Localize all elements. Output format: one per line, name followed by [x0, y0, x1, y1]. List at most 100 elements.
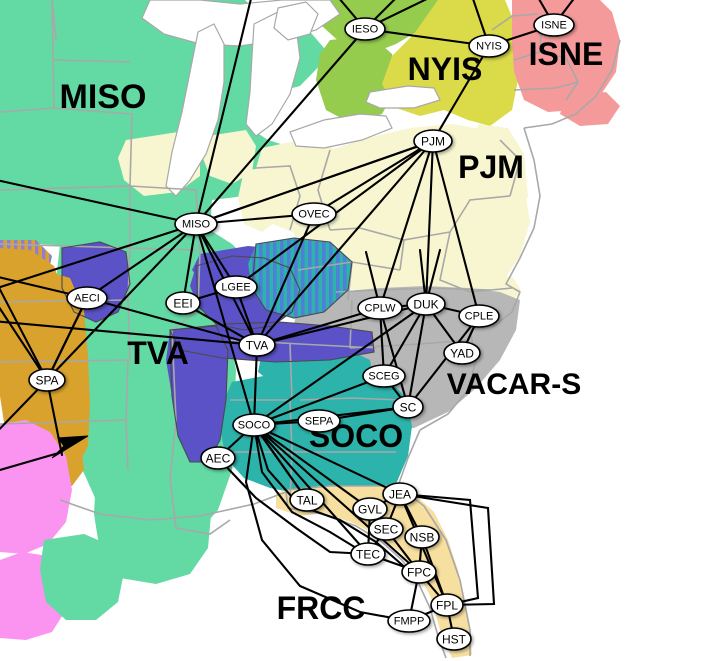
node-label-pjm: PJM — [421, 135, 445, 149]
tie-line-pjm-cplw — [378, 139, 435, 310]
region-name-labels: MISO NYIS ISNE PJM TVA VACAR-S SOCO FRCC — [60, 36, 604, 626]
node-label-fpl: FPL — [436, 599, 458, 613]
node-shape-spa[interactable] — [28, 368, 66, 392]
region-pjm-nj — [476, 124, 528, 236]
node-tva[interactable]: TVA — [238, 333, 276, 357]
node-aeci[interactable]: AECI — [66, 286, 108, 310]
lake-michigan — [165, 23, 225, 197]
node-yad[interactable]: YAD — [443, 341, 481, 365]
region-label-frcc: FRCC — [277, 590, 366, 626]
node-shape-gvl[interactable] — [352, 497, 388, 521]
node-shape-sc[interactable] — [392, 395, 424, 419]
node-shape-fpc[interactable] — [401, 560, 437, 584]
node-label-cple: CPLE — [465, 311, 494, 323]
node-shape-aec[interactable] — [200, 446, 236, 470]
node-tal[interactable]: TAL — [289, 488, 325, 512]
tie-line-pjm-ovec — [312, 139, 435, 216]
node-aec[interactable]: AEC — [200, 446, 236, 470]
node-label-ieso: IESO — [352, 24, 379, 36]
node-hst[interactable]: HST — [436, 627, 472, 651]
node-eei[interactable]: EEI — [165, 291, 201, 315]
node-shape-isne[interactable] — [533, 13, 575, 37]
node-shape-sceg[interactable] — [362, 364, 406, 388]
node-label-nyis: NYIS — [476, 41, 502, 53]
node-shape-tva[interactable] — [238, 333, 276, 357]
node-sepa[interactable]: SEPA — [297, 409, 341, 433]
node-label-nsb: NSB — [410, 531, 435, 545]
node-shape-pjm[interactable] — [413, 129, 453, 153]
tie-line-nyis-ieso — [363, 27, 491, 48]
node-fpl[interactable]: FPL — [430, 593, 464, 617]
node-spa[interactable]: SPA — [28, 368, 66, 392]
node-label-cplw: CPLW — [365, 303, 397, 315]
node-shape-lgee[interactable] — [214, 275, 258, 299]
tie-line-aeci-tva — [85, 296, 259, 347]
node-label-gvl: GVL — [358, 503, 382, 517]
node-pjm[interactable]: PJM — [413, 129, 453, 153]
node-shape-sec[interactable] — [368, 517, 404, 541]
node-fpc[interactable]: FPC — [401, 560, 437, 584]
node-label-tal: TAL — [296, 494, 317, 508]
region-label-tva: TVA — [127, 335, 189, 371]
node-shape-fmpp[interactable] — [387, 609, 431, 633]
tie-line-duk-soco — [252, 302, 428, 427]
region-label-isne: ISNE — [529, 36, 604, 72]
node-shape-miso[interactable] — [174, 212, 218, 236]
region-label-pjm: PJM — [458, 149, 524, 185]
node-shape-tec[interactable] — [350, 542, 386, 566]
tie-line-pjm-cple — [431, 139, 481, 318]
node-label-miso: MISO — [182, 219, 211, 231]
node-label-jea: JEA — [389, 488, 411, 502]
node-nsb[interactable]: NSB — [404, 525, 440, 549]
node-shape-nyis[interactable] — [468, 34, 510, 58]
node-label-lgee: LGEE — [221, 282, 250, 294]
node-shape-sepa[interactable] — [297, 409, 341, 433]
node-shape-ieso[interactable] — [344, 17, 386, 41]
node-shape-duk[interactable] — [406, 292, 446, 316]
node-shape-ovec[interactable] — [291, 202, 337, 226]
region-label-nyis: NYIS — [408, 51, 483, 87]
node-nyis[interactable]: NYIS — [468, 34, 510, 58]
node-sec[interactable]: SEC — [368, 517, 404, 541]
node-isne[interactable]: ISNE — [533, 13, 575, 37]
tie-line-duk-sc — [406, 302, 428, 409]
node-shape-fpl[interactable] — [430, 593, 464, 617]
node-soco[interactable]: SOCO — [232, 413, 276, 437]
node-duk[interactable]: DUK — [406, 292, 446, 316]
tie-line-soco-jea — [252, 423, 402, 496]
lake-ontario — [365, 85, 441, 109]
tie-line-pjm-nyis — [431, 44, 491, 143]
node-shape-cplw[interactable] — [357, 296, 403, 320]
tie-line-pjm-miso — [194, 139, 435, 226]
region-label-miso: MISO — [60, 78, 147, 116]
node-sc[interactable]: SC — [392, 395, 424, 419]
node-label-ovec: OVEC — [298, 209, 329, 221]
node-shape-tal[interactable] — [289, 488, 325, 512]
node-gvl[interactable]: GVL — [352, 497, 388, 521]
node-lgee[interactable]: LGEE — [214, 275, 258, 299]
tie-line-miso-soco — [194, 222, 256, 427]
node-shape-jea[interactable] — [382, 482, 418, 506]
tie-line-tva-soco — [252, 343, 259, 427]
node-cple[interactable]: CPLE — [458, 304, 500, 328]
node-shape-eei[interactable] — [165, 291, 201, 315]
node-fmpp[interactable]: FMPP — [387, 609, 431, 633]
node-shape-nsb[interactable] — [404, 525, 440, 549]
node-shape-aeci[interactable] — [66, 286, 108, 310]
node-miso[interactable]: MISO — [174, 212, 218, 236]
node-ieso[interactable]: IESO — [344, 17, 386, 41]
node-cplw[interactable]: CPLW — [357, 296, 403, 320]
node-jea[interactable]: JEA — [382, 482, 418, 506]
node-label-isne: ISNE — [541, 20, 567, 32]
node-shape-soco[interactable] — [232, 413, 276, 437]
tie-line-spa-aeci — [45, 296, 89, 382]
node-shape-hst[interactable] — [436, 627, 472, 651]
node-sceg[interactable]: SCEG — [362, 364, 406, 388]
node-shape-cple[interactable] — [458, 304, 500, 328]
region-outlines — [61, 237, 375, 463]
node-shape-yad[interactable] — [443, 341, 481, 365]
state-boundaries — [0, 0, 579, 535]
node-tec[interactable]: TEC — [350, 542, 386, 566]
node-label-sceg: SCEG — [368, 371, 399, 383]
node-ovec[interactable]: OVEC — [291, 202, 337, 226]
